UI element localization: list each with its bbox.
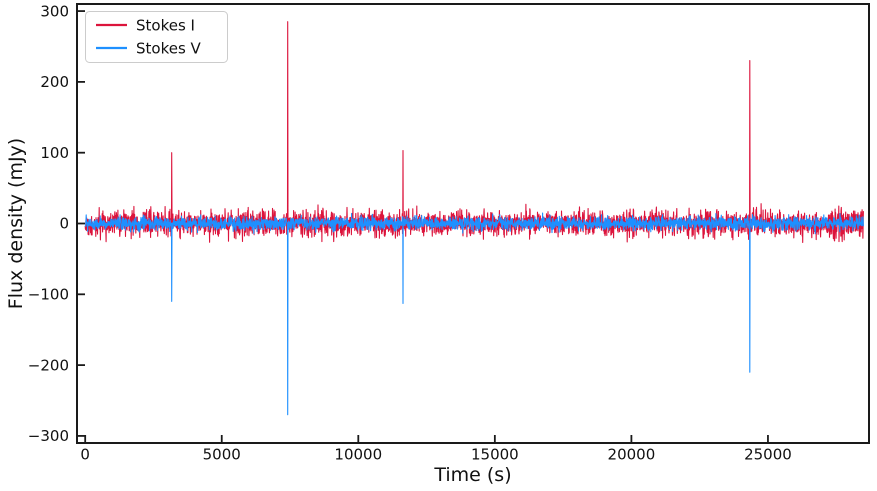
y-tick-label: 0 (59, 215, 69, 233)
x-tick-label: 5000 (203, 446, 241, 464)
legend-label-stokes-v: Stokes V (136, 39, 202, 57)
plot-border (76, 3, 870, 444)
y-tick-label: 200 (40, 73, 69, 91)
y-tick-label: −100 (28, 286, 69, 304)
x-tick-label: 25000 (744, 446, 792, 464)
legend-label-stokes-i: Stokes I (136, 16, 195, 34)
y-tick-label: −300 (28, 427, 69, 445)
y-tick-label: −200 (28, 356, 69, 374)
x-tick-label: 0 (80, 446, 90, 464)
x-axis-label: Time (s) (433, 464, 511, 486)
y-tick-label: 100 (40, 144, 69, 162)
x-tick-label: 15000 (471, 446, 519, 464)
x-tick-label: 20000 (608, 446, 656, 464)
y-tick-label: 300 (40, 2, 69, 20)
series-stokes-v (84, 212, 864, 416)
y-axis-label: Flux density (mJy) (5, 138, 27, 309)
x-tick-label: 10000 (334, 446, 382, 464)
axes: 0 5000 10000 15000 20000 25000 −300 −200 −100 0 10… (28, 2, 870, 464)
axis-labels: Time (s) Flux density (mJy) (5, 138, 512, 486)
series-layer (84, 21, 864, 416)
legend: Stokes I Stokes V (85, 11, 228, 63)
